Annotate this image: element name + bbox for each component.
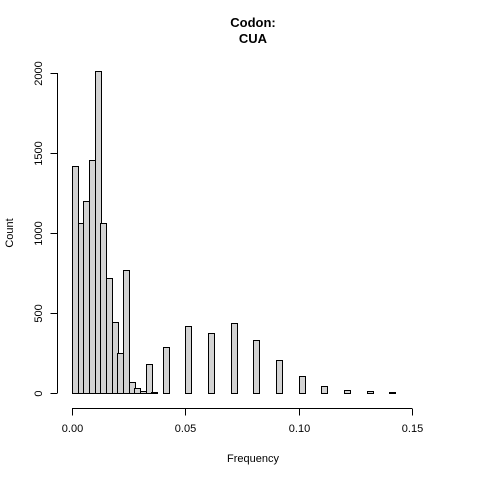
histogram-bar [146,364,153,394]
histogram-bar [276,360,283,394]
histogram-bar [151,392,158,394]
histogram-bar [344,390,351,394]
histogram-bar [72,166,79,394]
y-tick-label: 500 [33,304,45,322]
y-tick-label: 1500 [33,141,45,165]
y-axis: 0 500 1000 1500 2000 [33,61,58,397]
histogram-bar [163,347,170,394]
histogram-bar [208,333,215,394]
y-tick-label: 1000 [33,221,45,245]
x-axis: 0.00 0.05 0.10 0.15 [62,408,423,435]
histogram-bar [367,391,374,394]
histogram-bar [389,392,396,394]
x-tick-label: 0.00 [62,423,83,435]
chart-title-line-2: CUA [239,31,268,46]
histogram-bar [89,160,96,394]
y-tick-label: 2000 [33,61,45,85]
histogram-bar [231,323,238,394]
y-tick-label: 0 [33,390,45,396]
histogram-bar [185,326,192,394]
chart-title-line-1: Codon: [230,15,275,30]
histogram-bar [321,386,328,394]
histogram-bar [134,388,141,394]
histogram-bar [123,270,130,394]
histogram-bar [299,376,306,394]
histogram-bar [253,340,260,394]
histogram-bar [83,201,90,394]
x-tick-label: 0.15 [402,423,423,435]
histogram-bar [100,223,107,394]
x-axis-label: Frequency [227,453,279,465]
y-axis-label: Count [4,218,16,247]
x-tick-label: 0.05 [175,423,196,435]
histogram-bar [140,391,147,394]
x-tick-label: 0.10 [289,423,310,435]
histogram-bar [106,278,113,394]
histogram-bar [117,353,124,394]
histogram-bars [72,71,396,394]
